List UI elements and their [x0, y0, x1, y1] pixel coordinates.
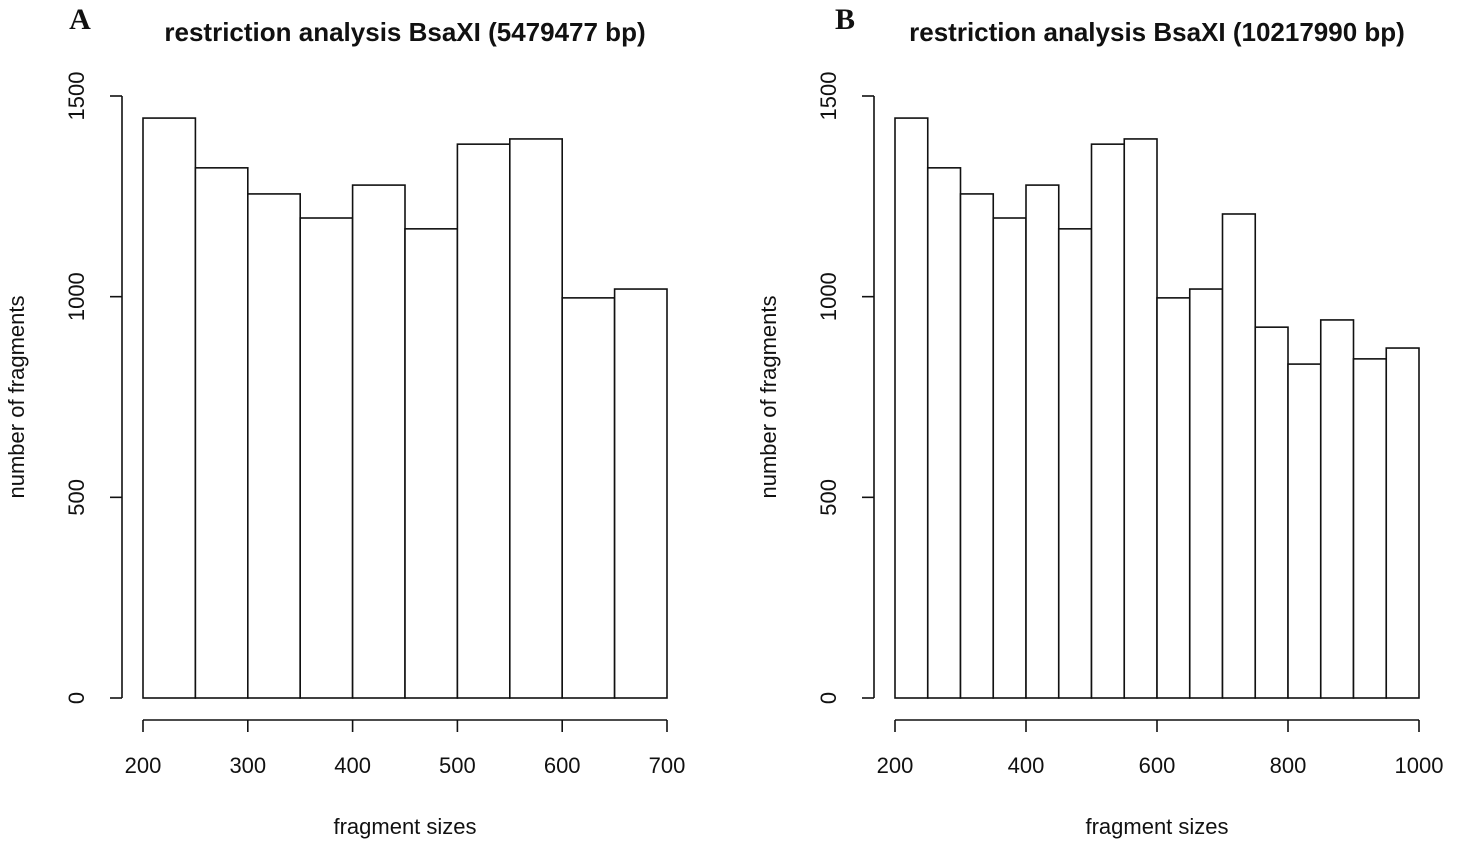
bar: [613, 288, 668, 699]
bar: [299, 217, 354, 699]
bar: [1319, 319, 1355, 699]
bar: [959, 193, 995, 699]
panel-label: A: [69, 3, 91, 36]
x-tick-label: 500: [439, 753, 476, 778]
bar: [1123, 138, 1158, 699]
bar: [1221, 213, 1257, 699]
x-tick-label: 800: [1270, 753, 1307, 778]
y-tick-label: 0: [64, 692, 89, 704]
x-tick-label: 600: [1139, 753, 1176, 778]
bar: [404, 228, 459, 699]
bar: [1057, 228, 1093, 699]
y-axis-label: number of fragments: [4, 296, 29, 499]
x-axis-label: fragment sizes: [333, 814, 476, 839]
bar: [1254, 326, 1289, 699]
x-tick-label: 200: [877, 753, 914, 778]
bar: [1385, 347, 1420, 699]
x-tick-label: 400: [334, 753, 371, 778]
x-tick-label: 600: [544, 753, 581, 778]
bar: [142, 117, 197, 699]
y-tick-label: 500: [816, 479, 841, 516]
chart-title: restriction analysis BsaXI (5479477 bp): [164, 17, 645, 47]
x-tick-label: 300: [229, 753, 266, 778]
bar: [194, 167, 249, 699]
bar: [926, 167, 962, 699]
x-tick-label: 700: [649, 753, 686, 778]
bar: [561, 297, 616, 699]
bar: [894, 117, 929, 699]
y-tick-label: 500: [64, 479, 89, 516]
y-tick-label: 0: [816, 692, 841, 704]
y-tick-label: 1500: [816, 72, 841, 121]
y-tick-label: 1500: [64, 72, 89, 121]
x-tick-label: 1000: [1395, 753, 1444, 778]
x-tick-label: 400: [1008, 753, 1045, 778]
bar: [1188, 288, 1224, 699]
chart-title: restriction analysis BsaXI (10217990 bp): [909, 17, 1405, 47]
bar: [1352, 358, 1388, 699]
x-tick-label: 200: [125, 753, 162, 778]
bar: [992, 217, 1027, 699]
bar: [1287, 363, 1322, 699]
bar: [351, 184, 406, 699]
bar: [247, 193, 302, 699]
y-axis-label: number of fragments: [756, 296, 781, 499]
bar: [1025, 184, 1060, 699]
bar: [508, 138, 563, 699]
y-tick-label: 1000: [64, 272, 89, 321]
bar: [1156, 297, 1191, 699]
bar: [1090, 143, 1126, 699]
panel-label: B: [835, 3, 855, 36]
x-axis-label: fragment sizes: [1085, 814, 1228, 839]
bar: [456, 143, 511, 699]
y-tick-label: 1000: [816, 272, 841, 321]
